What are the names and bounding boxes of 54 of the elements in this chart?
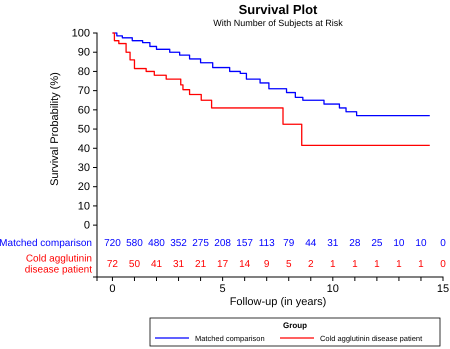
annotation: 41 bbox=[150, 259, 162, 270]
annotation: 0 bbox=[440, 238, 446, 249]
y-tick-label: 0 bbox=[84, 220, 90, 232]
annotation: 1 bbox=[374, 259, 380, 270]
annotation: 21 bbox=[195, 259, 207, 270]
text: Cold agglutinin disease patient bbox=[24, 254, 92, 276]
y-tick-label: 70 bbox=[78, 85, 90, 98]
y-tick-label: 80 bbox=[78, 66, 90, 78]
annotation: 157 bbox=[236, 238, 254, 249]
annotation: 720 bbox=[104, 238, 122, 249]
y-tick-label: 30 bbox=[78, 162, 90, 174]
annotation: 1 bbox=[330, 259, 336, 270]
x-axis-title: Follow-up (in years) bbox=[230, 296, 326, 308]
annotation: 31 bbox=[172, 259, 185, 270]
x-tick-label: 0 bbox=[109, 282, 116, 295]
annotation: 1 bbox=[418, 259, 424, 270]
chart-subtitle: With Number of Subjects at Risk bbox=[213, 18, 344, 28]
y-tick-label: 90 bbox=[78, 46, 90, 59]
annotation: 0 bbox=[440, 259, 446, 270]
x-tick-label: 5 bbox=[220, 282, 226, 295]
text: Matched comparison bbox=[0, 238, 92, 249]
annotation: 10 bbox=[393, 238, 405, 249]
annotation: 14 bbox=[239, 259, 251, 270]
y-tick-label: 50 bbox=[78, 124, 90, 136]
annotation: 580 bbox=[126, 238, 144, 249]
x-tick-label: 15 bbox=[436, 282, 450, 295]
annotation: 10 bbox=[415, 238, 427, 249]
y-tick-label: 40 bbox=[78, 142, 90, 155]
annotation: 1 bbox=[352, 259, 358, 270]
y-tick-label: 60 bbox=[78, 104, 90, 116]
annotation: 31 bbox=[327, 238, 339, 249]
y-tick-label: 10 bbox=[78, 200, 90, 212]
chart-title: Survival Plot bbox=[238, 2, 318, 17]
y-tick-label: 100 bbox=[72, 28, 90, 40]
annotation: 28 bbox=[349, 238, 361, 249]
annotation: 1 bbox=[396, 259, 402, 270]
y-tick-label: 20 bbox=[78, 181, 90, 194]
annotation: 5 bbox=[286, 259, 292, 270]
annotation: 72 bbox=[106, 259, 118, 270]
annotation: 9 bbox=[264, 259, 270, 270]
y-axis-title: Survival Probability (%) bbox=[49, 72, 61, 186]
annotation: 208 bbox=[214, 238, 232, 249]
annotation: 50 bbox=[128, 259, 140, 270]
annotation: 25 bbox=[371, 238, 383, 249]
annotation: 113 bbox=[258, 238, 276, 249]
annotation: 275 bbox=[192, 238, 210, 249]
x-tick-label: 10 bbox=[326, 282, 339, 295]
annotation: 352 bbox=[170, 238, 188, 249]
legend-title: Group bbox=[283, 321, 308, 330]
annotation: 44 bbox=[305, 238, 317, 249]
annotation: 480 bbox=[148, 238, 166, 249]
annotation: 2 bbox=[308, 259, 314, 270]
annotation: 17 bbox=[217, 259, 229, 270]
annotation: 79 bbox=[283, 238, 295, 249]
